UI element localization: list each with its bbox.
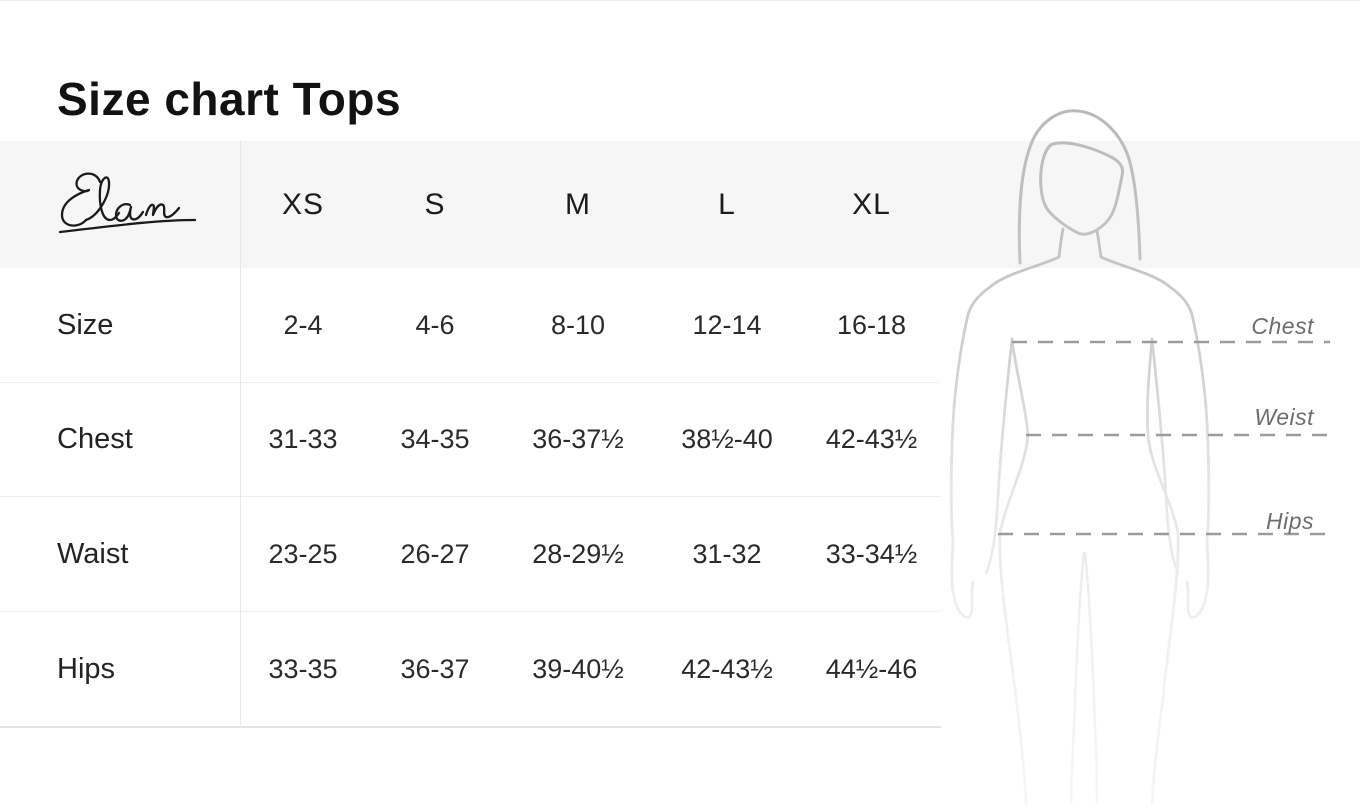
column-header-l: L (718, 187, 736, 221)
right-shoulder-arm (1095, 229, 1211, 619)
column-header-xs: XS (281, 187, 325, 221)
size-cell: 28-29½ (532, 538, 624, 569)
table-row-waist: Waist 23-25 26-27 28-29½ 31-32 33-34½ (0, 496, 941, 611)
left-torso-leg (998, 337, 1030, 807)
size-cell: 36-37 (400, 653, 470, 684)
row-label: Chest (57, 423, 133, 455)
right-inner-leg (1083, 551, 1099, 807)
table-vertical-divider (240, 141, 241, 728)
face-outline (1039, 141, 1125, 236)
logo-letter-l (84, 175, 121, 221)
column-header-m: M (565, 187, 591, 221)
size-cell: 16-18 (836, 309, 907, 340)
column-header-s: S (424, 187, 446, 221)
logo-letter-e (60, 171, 102, 227)
column-header-xl: XL (852, 187, 891, 221)
size-cell: 12-14 (692, 309, 762, 340)
table-header-row: Elan XS S M L XL (0, 141, 941, 268)
size-cell: 42-43½ (825, 424, 918, 454)
size-cell: 33-34½ (825, 538, 918, 569)
logo-underline (58, 218, 197, 233)
hips-label: Hips (1265, 508, 1314, 534)
logo-letter-a (114, 202, 145, 222)
woman-outline-svg (949, 109, 1330, 807)
size-cell: 36-37½ (532, 424, 624, 454)
size-cell: 4-6 (415, 309, 455, 340)
size-cell: 42-43½ (681, 653, 773, 684)
table-header-band (0, 141, 1360, 268)
size-cell: 39-40½ (532, 653, 624, 684)
table-row-chest: Chest 31-33 34-35 36-37½ 38½-40 42-43½ (0, 382, 941, 496)
row-label: Hips (57, 652, 116, 685)
size-cell: 33-35 (268, 653, 338, 684)
size-cell: 44½-46 (825, 653, 918, 684)
right-inner-arm (1150, 337, 1180, 575)
logo-letter-n (144, 202, 181, 218)
left-shoulder-arm (949, 227, 1065, 619)
chest-label: Chest (1251, 313, 1314, 339)
size-cell: 23-25 (268, 538, 338, 569)
row-label: Size (57, 308, 114, 341)
size-cell: 38½-40 (681, 424, 773, 454)
size-cell: 26-27 (400, 538, 470, 569)
hair-outline (1017, 109, 1142, 265)
size-cell: 31-33 (268, 424, 338, 454)
size-table: Elan XS S M L XL Size 2-4 4-6 8-10 12-14… (0, 141, 941, 728)
table-row-size: Size 2-4 4-6 8-10 12-14 16-18 (0, 268, 941, 382)
brand-cell: Elan (0, 160, 240, 250)
row-label: Waist (57, 537, 129, 570)
page-title: Size chart Tops (57, 72, 402, 125)
elan-logo (58, 171, 197, 233)
right-torso-leg (1146, 337, 1180, 807)
left-inner-arm (984, 337, 1014, 575)
left-inner-leg (1069, 551, 1086, 807)
size-cell: 34-35 (400, 424, 470, 454)
size-cell: 31-32 (692, 538, 762, 569)
waist-label: Weist (1254, 404, 1314, 430)
figure-illustration (940, 105, 1360, 807)
size-cell: 8-10 (550, 309, 606, 340)
table-row-hips: Hips 33-35 36-37 39-40½ 42-43½ 44½-46 (0, 611, 941, 728)
size-cell: 2-4 (283, 309, 323, 340)
